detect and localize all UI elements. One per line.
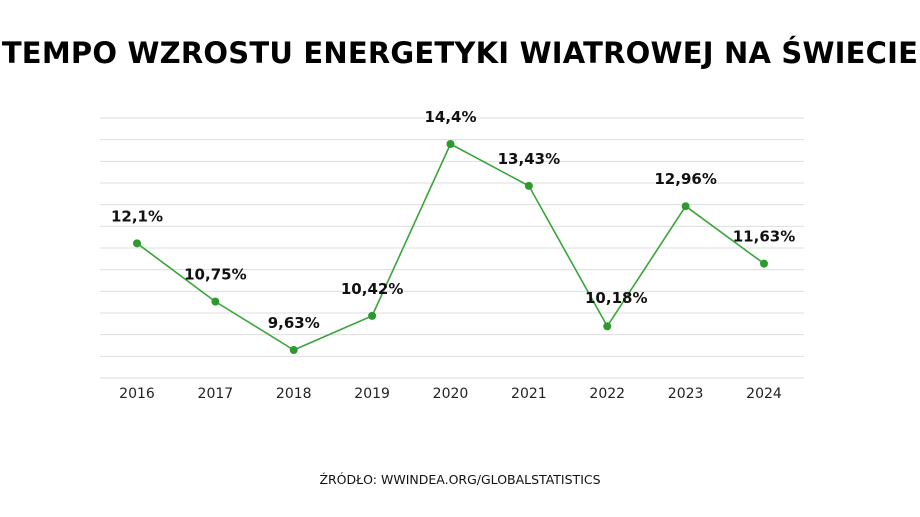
x-tick-label: 2019 (354, 386, 390, 402)
data-point (289, 346, 298, 354)
chart-title: TEMPO WZROSTU ENERGETYKI WIATROWEJ NA ŚW… (1, 36, 919, 70)
x-tick-label: 2020 (433, 386, 469, 402)
x-tick-label: 2016 (119, 386, 155, 402)
data-label: 10,42% (341, 280, 403, 298)
data-point (681, 202, 690, 211)
data-label: 12,96% (654, 170, 716, 188)
data-label: 10,18% (585, 289, 647, 307)
data-point (211, 297, 220, 306)
x-tick-label: 2023 (668, 386, 704, 402)
x-axis-ticks: 2016 2017 2018 2019 2020 2021 2022 2023 2024 (119, 386, 782, 402)
data-point (368, 311, 377, 320)
x-tick-label: 2018 (276, 386, 312, 402)
gridlines (100, 117, 804, 379)
data-point (524, 181, 533, 190)
data-labels: 12,1% 10,75% 9,63% 10,42% 14,4% 13,43% 10,18% 1… (111, 108, 795, 332)
data-point (603, 322, 612, 331)
data-label: 9,63% (268, 314, 320, 332)
x-tick-label: 2024 (746, 386, 782, 402)
data-label: 11,63% (733, 228, 795, 246)
data-label: 12,1% (111, 207, 163, 225)
x-tick-label: 2022 (589, 386, 625, 402)
data-label: 14,4% (424, 108, 476, 126)
data-label: 13,43% (498, 150, 560, 168)
data-point (760, 259, 768, 268)
x-tick-label: 2017 (198, 386, 234, 402)
data-point (133, 239, 141, 248)
data-label: 10,75% (184, 266, 246, 284)
data-point (446, 140, 455, 148)
x-tick-label: 2021 (511, 386, 547, 402)
source-note: ŹRÓDŁO: WWINDEA.ORG/GLOBALSTATISTICS (319, 472, 601, 487)
data-points (133, 140, 768, 354)
